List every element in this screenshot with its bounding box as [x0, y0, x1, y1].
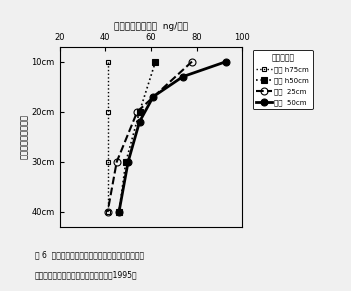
Y-axis label: ルビジウム注入位置: ルビジウム注入位置	[20, 114, 29, 159]
Text: 囶 6  互互作圓場及び連作圓場におけるルビジウム: 囶 6 互互作圓場及び連作圓場におけるルビジウム	[35, 250, 144, 259]
X-axis label: ルビジウム吸収量  ng/個体: ルビジウム吸収量 ng/個体	[114, 22, 188, 31]
Text: 吸収量による秋播小麦の根活力分布（1995）: 吸収量による秋播小麦の根活力分布（1995）	[35, 271, 138, 280]
Legend: 互互 h75cm, 互互 h50cm, 連作  25cm, 連作  50cm: 互互 h75cm, 互互 h50cm, 連作 25cm, 連作 50cm	[253, 50, 313, 109]
